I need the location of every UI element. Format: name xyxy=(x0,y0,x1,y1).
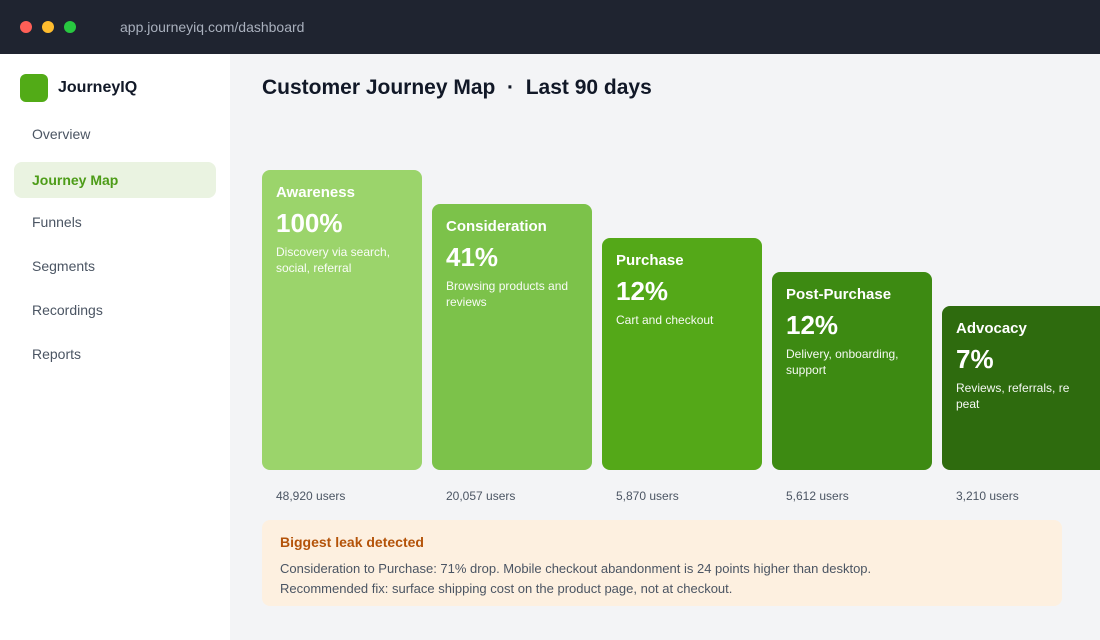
stage-users-awareness: 48,920 users xyxy=(276,489,346,503)
page-title: Customer Journey Map · Last 90 days xyxy=(262,76,652,99)
stage-name: Awareness xyxy=(276,184,355,201)
stage-name: Advocacy xyxy=(956,320,1027,337)
stage-name: Post-Purchase xyxy=(786,286,892,303)
stage-percent: 7% xyxy=(956,344,994,374)
browser-titlebar: app.journeyiq.com/dashboard xyxy=(0,0,1100,54)
address-bar-url[interactable]: app.journeyiq.com/dashboard xyxy=(120,19,305,35)
minimize-window-button[interactable] xyxy=(42,21,54,33)
stage-card-awareness[interactable]: Awareness 100% Discovery via search, soc… xyxy=(262,170,422,470)
alert-detail: Consideration to Purchase: 71% drop. Mob… xyxy=(280,561,872,576)
sidebar-item-reports[interactable]: Reports xyxy=(32,346,82,362)
app-logo-icon xyxy=(20,74,48,102)
stage-description: Cart and checkout xyxy=(616,313,714,327)
stage-users-advocacy: 3,210 users xyxy=(956,489,1019,503)
alert-recommendation: Recommended fix: surface shipping cost o… xyxy=(280,581,733,596)
stage-card-post-purchase[interactable]: Post-Purchase 12% Delivery, onboarding, … xyxy=(772,272,932,470)
stage-description: Delivery, onboarding, support xyxy=(786,347,899,377)
stage-description: Reviews, referrals, re peat xyxy=(956,381,1070,411)
sidebar-item-recordings[interactable]: Recordings xyxy=(32,302,103,318)
close-window-button[interactable] xyxy=(20,21,32,33)
stage-description: Browsing products and reviews xyxy=(446,279,569,309)
sidebar-item-journey-map[interactable]: Journey Map xyxy=(14,162,216,198)
stage-percent: 12% xyxy=(616,276,669,306)
stage-percent: 100% xyxy=(276,208,343,238)
brand-name: JourneyIQ xyxy=(58,79,138,96)
stage-card-consideration[interactable]: Consideration 41% Browsing products and … xyxy=(432,204,592,470)
stage-users-post-purchase: 5,612 users xyxy=(786,489,849,503)
maximize-window-button[interactable] xyxy=(64,21,76,33)
stage-description: Discovery via search, social, referral xyxy=(276,245,391,275)
sidebar: JourneyIQ Overview Journey Map Funnels S… xyxy=(0,54,230,640)
leak-alert-card: Biggest leak detected Consideration to P… xyxy=(262,520,1062,606)
stage-name: Consideration xyxy=(446,218,547,235)
sidebar-item-segments[interactable]: Segments xyxy=(32,258,96,274)
stage-card-purchase[interactable]: Purchase 12% Cart and checkout xyxy=(602,238,762,470)
sidebar-item-overview[interactable]: Overview xyxy=(32,126,91,142)
stage-users-purchase: 5,870 users xyxy=(616,489,679,503)
sidebar-item-funnels[interactable]: Funnels xyxy=(32,214,82,230)
stage-card-advocacy[interactable]: Advocacy 7% Reviews, referrals, re peat xyxy=(942,306,1100,470)
stage-percent: 41% xyxy=(446,242,499,272)
stage-percent: 12% xyxy=(786,310,839,340)
stage-users-consideration: 20,057 users xyxy=(446,489,516,503)
alert-title: Biggest leak detected xyxy=(280,534,424,550)
stage-name: Purchase xyxy=(616,252,684,269)
